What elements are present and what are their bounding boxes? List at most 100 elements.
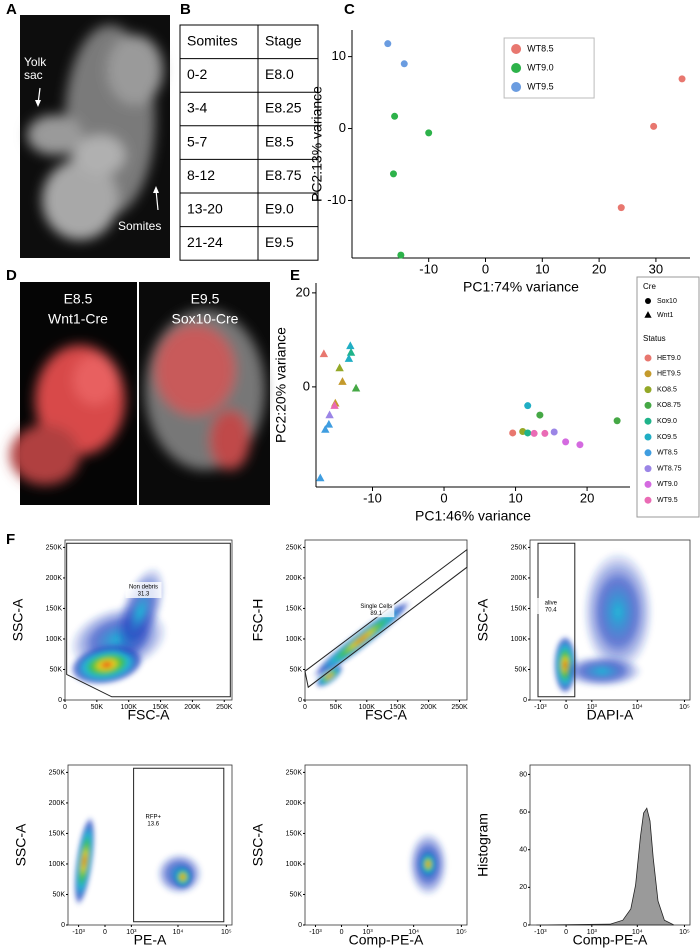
x-tick-label: 10⁴ <box>632 704 643 711</box>
histogram-curve <box>536 807 675 926</box>
y-tick-label: 40 <box>519 847 527 854</box>
gate-value: 70.4 <box>545 608 557 614</box>
density-cloud <box>315 664 343 688</box>
x-tick-label: 10³ <box>363 929 374 936</box>
x-tick-label: 0 <box>564 929 568 936</box>
x-tick-label: 10³ <box>587 704 598 711</box>
panel-letter: E <box>290 267 300 284</box>
data-point <box>562 438 570 446</box>
y-tick-label: 50K <box>50 666 63 673</box>
table-cell: E8.25 <box>265 100 302 116</box>
data-point <box>550 428 558 436</box>
x-tick-label: 0 <box>303 704 307 711</box>
x-tick-label: 10⁵ <box>679 929 690 936</box>
x-tick-label: 10⁴ <box>632 929 643 936</box>
x-axis-label: FSC-A <box>128 707 171 723</box>
data-point <box>384 40 392 48</box>
gate-value: 89.1 <box>370 611 382 617</box>
x-tick-label: 10⁴ <box>173 929 184 936</box>
gate-value: 13.6 <box>147 821 159 827</box>
data-point <box>316 473 325 482</box>
data-point <box>541 429 549 437</box>
y-tick-label: 200K <box>511 575 528 582</box>
gate-label-bg <box>532 598 569 614</box>
x-axis-label: Comp-PE-A <box>573 932 648 948</box>
data-point <box>391 112 399 120</box>
legend-label: WT9.5 <box>657 497 678 504</box>
data-point <box>319 349 329 358</box>
data-point <box>524 429 532 437</box>
gate <box>66 542 231 698</box>
x-axis-label: PE-A <box>134 932 167 948</box>
legend-symbol <box>645 298 651 304</box>
y-axis-label: Histogram <box>475 813 491 877</box>
data-point <box>524 402 532 410</box>
legend-label: WT8.5 <box>657 450 678 457</box>
y-tick-label: 150K <box>286 830 303 837</box>
gate-name: Non debris <box>129 585 158 591</box>
data-point <box>425 129 433 137</box>
y-axis-label: SSC-A <box>10 598 26 641</box>
x-tick-label: 100K <box>121 704 138 711</box>
y-tick-label: 200K <box>286 800 303 807</box>
legend-label: WT9.0 <box>657 481 678 488</box>
y-tick-label: 0 <box>339 120 346 135</box>
y-tick-label: 250K <box>286 544 303 551</box>
x-tick-label: 50K <box>330 704 343 711</box>
table-cell: E8.75 <box>265 167 302 183</box>
x-tick-label: 10³ <box>126 929 137 936</box>
x-tick-label: 10⁵ <box>221 929 232 936</box>
legend-title: Status <box>643 334 666 343</box>
gate <box>133 767 225 923</box>
x-tick-label: 100K <box>359 704 376 711</box>
legend-label: Wnt1 <box>657 312 673 319</box>
x-axis-label: DAPI-A <box>587 707 634 723</box>
y-tick-label: 20 <box>519 884 527 891</box>
y-tick-label: 100K <box>511 636 528 643</box>
x-tick-label: 10⁴ <box>408 929 419 936</box>
y-axis-label: PC2:13% variance <box>309 86 325 202</box>
y-tick-label: 100K <box>286 636 303 643</box>
legend-label: HET9.5 <box>657 371 681 378</box>
density-cloud <box>172 865 193 889</box>
y-axis-label: PC2:20% variance <box>273 327 289 443</box>
table-cell: 13-20 <box>187 201 223 217</box>
y-tick-label: 60 <box>519 809 527 816</box>
panel-letter: F <box>6 531 15 548</box>
legend-label: HET9.0 <box>657 355 681 362</box>
data-point <box>617 204 625 212</box>
y-tick-label: 150K <box>511 605 528 612</box>
data-point <box>330 401 339 409</box>
x-tick-label: 10⁵ <box>679 704 690 711</box>
y-tick-label: 250K <box>511 544 528 551</box>
data-point <box>613 417 621 425</box>
table-header: Stage <box>265 33 302 49</box>
legend-symbol <box>644 496 652 504</box>
x-tick-label: -10³ <box>534 704 547 711</box>
table-cell: E9.5 <box>265 234 294 250</box>
legend-label: WT8.5 <box>527 43 554 53</box>
x-tick-label: 10 <box>508 490 522 505</box>
y-tick-label: 0 <box>523 922 527 929</box>
table-header: Somites <box>187 33 238 49</box>
plot-frame <box>304 764 468 926</box>
annotation: Somites <box>118 219 162 233</box>
plot-frame <box>529 764 691 926</box>
data-point <box>346 341 355 350</box>
data-point <box>397 251 405 259</box>
image-title: E9.5 <box>191 291 220 307</box>
y-tick-label: 50K <box>290 891 303 898</box>
data-point <box>536 411 544 419</box>
x-tick-label: 20 <box>580 490 594 505</box>
x-axis-label: FSC-A <box>365 707 408 723</box>
data-point <box>650 122 658 130</box>
density-cloud <box>312 600 411 678</box>
y-tick-label: 0 <box>58 697 62 704</box>
density-cloud <box>562 655 642 688</box>
gate-name: RFP+ <box>146 814 162 820</box>
y-tick-label: 50K <box>290 666 303 673</box>
table-cell: 0-2 <box>187 66 207 82</box>
x-tick-label: -10³ <box>534 929 547 936</box>
gate-label-bg <box>358 601 395 618</box>
